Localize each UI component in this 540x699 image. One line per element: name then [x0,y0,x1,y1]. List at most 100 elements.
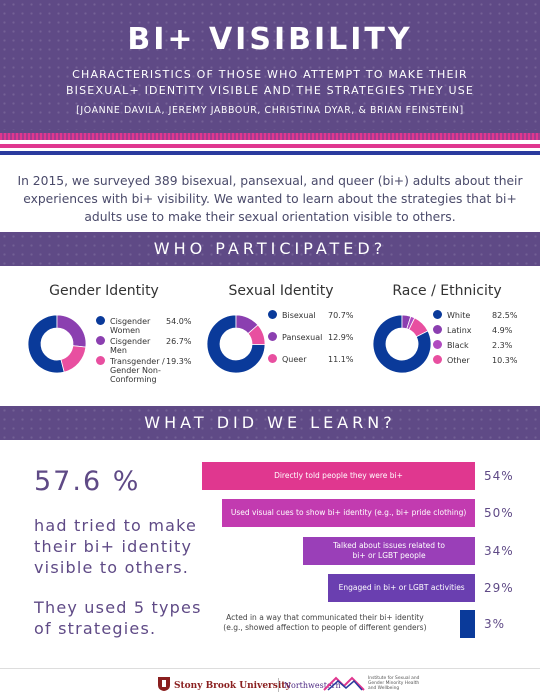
legend-label-0-2: Transgender / Gender Non- Conforming [110,357,165,384]
legend-value-1-0: 70.7% [328,311,354,320]
strategy-bar-value-1: 50% [484,506,514,520]
legend-label-line: Cisgender [110,337,151,346]
strategy-bar-label-1: Used visual cues to show bi+ identity (e… [231,508,466,518]
types-line-1: They used 5 types [34,598,202,617]
big-stat-percent: 57.6 % [34,466,141,497]
strategy-bar-4 [459,610,475,638]
chart-title-sexual: Sexual Identity [228,283,334,299]
section-title-learned: WHAT DID WE LEARN? [144,413,396,432]
northwestern-logo-text: Northwestern [284,681,341,690]
stat-description: had tried to make their bi+ identity vis… [34,515,224,578]
chart-title-gender: Gender Identity [49,283,159,299]
strategy-bar-label-line: (e.g., showed affection to people of dif… [223,623,427,632]
strategy-bar-chart: Directly told people they were bi+ 54% Use… [0,455,540,665]
legend-label-line: Gender Non- [110,366,161,375]
legend-label-line: Conforming [110,375,157,384]
stat-line-3: visible to others. [34,558,190,577]
donut-slice-2-0 [372,314,432,374]
legend-label-line: Bisexual [282,311,316,320]
legend-dot-2-1 [433,325,442,334]
legend-label-0-0: Cisgender Women [110,317,150,335]
strategy-bar-2: Talked about issues related to bi+ or LGB… [303,537,475,565]
legend-value-0-1: 26.7% [166,337,192,346]
page-title: BI+ VISIBILITY [127,22,413,57]
stony-brook-shield-icon [158,677,170,691]
flag-band-pink [0,133,540,140]
legend-dot-2-2 [433,340,442,349]
legend-label-line: Queer [282,355,307,364]
legend-dot-1-1 [268,332,277,341]
legend-value-0-2: 19.3% [166,357,192,366]
legend-label-2-1: Latinx [447,326,472,335]
strategy-bar-label-line: Talked about issues related to [333,541,445,550]
legend-label-line: Cisgender [110,317,151,326]
strategy-bar-value-2: 34% [484,544,514,558]
legend-label-line: Men [110,346,127,355]
legend-dot-2-3 [433,355,442,364]
strategy-bar-label-line: Engaged in bi+ or LGBT activities [338,583,465,592]
strategy-types-text: They used 5 types of strategies. [34,597,224,639]
legend-label-line: Black [447,341,469,350]
page-subtitle: CHARACTERISTICS OF THOSE WHO ATTEMPT TO … [40,67,500,99]
strategy-bar-1: Used visual cues to show bi+ identity (e… [222,499,475,527]
types-line-2: of strategies. [34,619,157,638]
legend-dot-0-2 [96,356,105,365]
legend-dot-1-2 [268,354,277,363]
stony-brook-logo-text: Stony Brook University [174,681,291,691]
legend-value-2-0: 82.5% [492,311,518,320]
strategy-bar-label-3: Engaged in bi+ or LGBT activities [339,583,465,593]
legend-dot-1-0 [268,310,277,319]
intro-paragraph: In 2015, we surveyed 389 bisexual, panse… [17,174,523,224]
strategy-bar-label-line: bi+ or LGBT people [352,551,426,560]
legend-dot-0-1 [96,336,105,345]
strategy-bar-label-0: Directly told people they were bi+ [274,471,403,481]
subtitle-line-2: BISEXUAL+ IDENTITY VISIBLE AND THE STRAT… [65,84,475,97]
donut-slice-1-2 [247,324,266,346]
strategy-bar-3: Engaged in bi+ or LGBT activities [328,574,475,602]
legend-label-1-0: Bisexual [282,311,316,320]
legend-label-2-2: Black [447,341,469,350]
authors: [JOANNE DAVILA, JEREMY JABBOUR, CHRISTIN… [76,105,464,116]
legend-label-line: Women [110,326,141,335]
flag-gap-2 [0,148,540,151]
donut-slice-0-2 [60,345,87,373]
legend-label-line: Other [447,356,470,365]
flag-gap [0,140,540,144]
flag-band-blue [0,151,540,155]
strategy-bar-label-2: Talked about issues related to bi+ or LGB… [333,541,445,561]
footer-divider [0,668,540,669]
legend-dot-2-0 [433,310,442,319]
section-title-participated: WHO PARTICIPATED? [153,239,387,258]
legend-value-2-3: 10.3% [492,356,518,365]
subtitle-line-1: CHARACTERISTICS OF THOSE WHO ATTEMPT TO … [72,68,468,81]
stat-line-1: had tried to make [34,516,198,535]
flag-band-magenta [0,144,540,148]
band-dot-pattern [0,232,540,266]
legend-label-0-1: Cisgender Men [110,337,150,355]
donut-slice-0-0 [27,314,65,374]
legend-value-1-2: 11.1% [328,355,354,364]
legend-label-line: Transgender / [110,357,165,366]
legend-value-2-1: 4.9% [492,326,513,335]
section-band-learned: WHAT DID WE LEARN? [0,406,540,440]
donut-slice-2-3 [408,317,429,338]
legend-label-line: Pansexual [282,333,323,342]
institute-logo-text: Institute for Sexual and Gender Minority… [368,676,420,691]
legend-dot-0-0 [96,316,105,325]
legend-value-2-2: 2.3% [492,341,513,350]
donut-legends: Cisgender Women 54.0% Cisgender Men 26.7% Tran… [0,300,540,400]
strategy-bar-label-4: Acted in a way that communicated their b… [200,613,450,633]
legend-label-2-3: Other [447,356,470,365]
legend-value-1-1: 12.9% [328,333,354,342]
band-dot-pattern [0,406,540,440]
strategy-bar-label-line: Acted in a way that communicated their b… [226,613,424,622]
institute-logo-icon [323,676,365,691]
header-dot-pattern [0,0,540,130]
chart-title-race: Race / Ethnicity [392,283,502,299]
strategy-bar-value-4: 3% [484,617,506,631]
legend-label-2-0: White [447,311,470,320]
strategy-bar-label-line: Directly told people they were bi+ [274,471,403,480]
strategy-bar-0: Directly told people they were bi+ [202,462,475,490]
section-band-participated: WHO PARTICIPATED? [0,232,540,266]
footer-logo-divider [278,678,279,692]
